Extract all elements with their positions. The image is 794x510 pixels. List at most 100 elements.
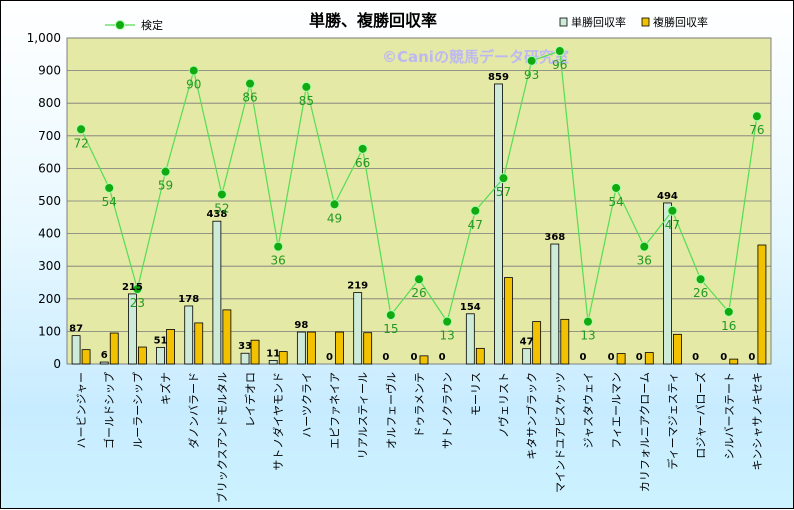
bar-win-label: 87 [69, 324, 83, 335]
category-label: ハーツクライ [300, 372, 313, 438]
y-tick-label: 900 [38, 64, 61, 78]
bar-win-label: 6 [101, 350, 108, 361]
test-point-label: 13 [580, 329, 595, 343]
test-point [582, 316, 593, 327]
bar-win [550, 243, 560, 365]
category-label: ブリックスアンドモルタル [215, 372, 229, 503]
y-tick-label: 800 [38, 96, 61, 110]
bar-win [522, 348, 532, 365]
bar-win-label: 154 [460, 302, 481, 313]
test-point [104, 182, 115, 193]
test-point-label: 96 [552, 58, 567, 72]
bar-win-label: 0 [439, 352, 446, 363]
test-point-label: 47 [468, 218, 483, 232]
test-point-label: 76 [749, 123, 764, 137]
bar-win-label: 0 [382, 352, 389, 363]
test-point-label: 90 [186, 78, 201, 92]
test-point [751, 111, 762, 122]
bar-place [504, 277, 513, 365]
bar-win-label: 0 [692, 352, 699, 363]
bar-win-label: 0 [636, 352, 643, 363]
test-point-label: 36 [637, 254, 652, 268]
category-label: キズナ [159, 372, 173, 405]
test-point [216, 189, 227, 200]
test-point-label: 26 [693, 286, 708, 300]
test-point [498, 173, 509, 184]
bar-win-label: 98 [294, 320, 308, 331]
test-point-label: 52 [214, 201, 229, 215]
y-tick-label: 0 [53, 357, 61, 371]
test-point-label: 26 [411, 286, 426, 300]
test-point [526, 55, 537, 66]
test-point [188, 65, 199, 76]
bar-place [109, 332, 119, 365]
bar-win-label: 215 [122, 282, 143, 293]
category-label: ハービンジャー [75, 372, 88, 448]
test-point-label: 47 [665, 218, 680, 232]
test-point [160, 166, 171, 177]
bar-win-label: 0 [411, 352, 418, 363]
category-label: サトノクラウン [441, 372, 454, 449]
category-label: レイデオロ [243, 372, 257, 427]
test-point [245, 78, 256, 89]
bar-place [250, 339, 260, 365]
bar-place [757, 244, 767, 365]
y-tick-label: 500 [38, 194, 61, 208]
bar-win-label: 178 [178, 294, 199, 305]
y-tick-label: 300 [38, 259, 61, 273]
test-point-label: 54 [102, 195, 117, 209]
test-point-label: 57 [496, 185, 511, 199]
category-label: エピファネイア [329, 372, 342, 449]
test-point-label: 23 [130, 296, 145, 310]
category-label: フィエールマン [610, 372, 623, 449]
bar-win [212, 220, 222, 365]
bar-win-label: 0 [720, 352, 727, 363]
test-point-label: 72 [73, 136, 88, 150]
y-tick-label: 100 [38, 324, 61, 338]
category-label: ゴールドシップ [102, 372, 116, 449]
category-label: ディーマジェスティ [665, 372, 679, 470]
bar-win [353, 292, 363, 365]
category-label: シルバーステート [723, 372, 736, 459]
legend-line-marker [115, 20, 125, 30]
bar-win-label: 0 [326, 352, 333, 363]
y-tick-label: 600 [38, 161, 61, 175]
y-tick-label: 700 [38, 129, 61, 143]
category-label: キタサンブラック [525, 372, 539, 460]
category-label: ジャスタウェイ [582, 372, 595, 448]
bar-win [268, 360, 278, 365]
bar-win-label: 0 [608, 352, 615, 363]
bar-place [419, 355, 429, 365]
bar-win [99, 361, 109, 365]
category-label: オルフェーヴル [384, 372, 398, 449]
bar-place [616, 353, 626, 365]
category-label: サトノダイヤモンド [271, 372, 285, 471]
bar-win [296, 331, 306, 365]
bar-win-label: 47 [520, 337, 534, 348]
category-label: モーリス [469, 372, 482, 416]
bar-win [156, 346, 165, 365]
category-label: キンシャサノキセキ [751, 372, 764, 470]
test-point [301, 81, 312, 92]
bar-win-label: 219 [347, 281, 368, 292]
category-label: ノヴェリスト [496, 372, 510, 438]
bars [71, 83, 767, 365]
bar-win [663, 202, 672, 365]
test-point-label: 85 [299, 94, 314, 108]
bar-win-label: 51 [154, 335, 168, 346]
data-labels: 87 6 215 51 178 438 33 11 98 0 219 0 0 0 154 859 47 368 0 0… [69, 58, 764, 363]
test-point [667, 205, 678, 216]
bar-win-label: 494 [657, 191, 678, 202]
legend-label-place: 複勝回収率 [653, 15, 708, 29]
bar-win-label: 0 [748, 352, 755, 363]
bar-win-label: 11 [266, 348, 280, 359]
test-point [329, 199, 340, 210]
test-point [357, 143, 368, 154]
bar-place [306, 331, 316, 365]
bar-place [137, 346, 147, 365]
category-label: リアルスティール [357, 372, 370, 459]
bar-win-label: 33 [238, 341, 252, 352]
bar-win-label: 368 [544, 232, 565, 243]
bar-place [166, 329, 175, 365]
